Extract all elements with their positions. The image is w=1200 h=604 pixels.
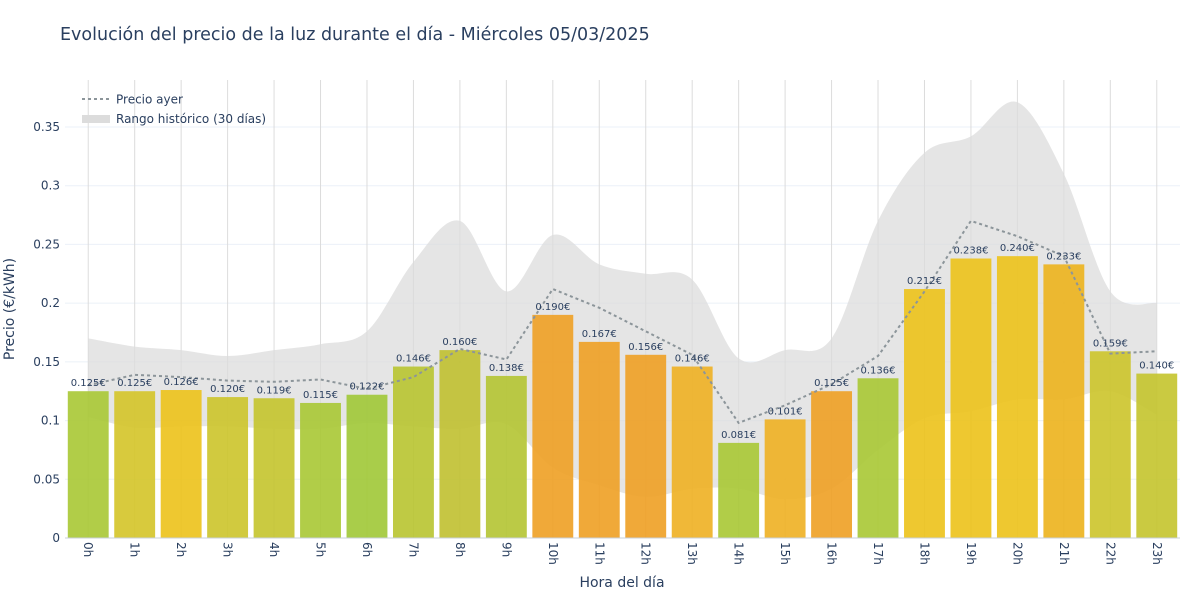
price-bar [1089, 351, 1131, 538]
bar-value-label: 0.238€ [953, 246, 988, 257]
x-tick-label: 8h [453, 542, 467, 557]
bar-value-label: 0.122€ [349, 382, 384, 393]
price-bar [253, 398, 295, 538]
bar-value-label: 0.159€ [1093, 338, 1128, 349]
x-tick-label: 1h [128, 542, 142, 557]
y-tick-label: 0.15 [33, 355, 60, 369]
bar-value-label: 0.136€ [861, 365, 896, 376]
price-bar [1136, 373, 1178, 538]
bar-value-label: 0.115€ [303, 390, 338, 401]
x-tick-label: 5h [314, 542, 328, 557]
price-bar [485, 375, 527, 538]
x-tick-label: 13h [685, 542, 699, 565]
x-tick-label: 11h [592, 542, 606, 565]
y-tick-label: 0.2 [41, 296, 60, 310]
x-tick-label: 19h [964, 542, 978, 565]
price-bar [160, 390, 202, 538]
price-bar [439, 350, 481, 538]
y-tick-label: 0 [52, 531, 60, 545]
y-tick-label: 0.1 [41, 414, 60, 428]
bar-value-label: 0.126€ [164, 377, 199, 388]
bars [67, 256, 1178, 538]
x-tick-label: 20h [1010, 542, 1024, 565]
x-tick-label: 4h [267, 542, 281, 557]
bar-value-label: 0.125€ [117, 378, 152, 389]
price-bar [207, 397, 249, 538]
y-tick-label: 0.05 [33, 472, 60, 486]
x-tick-label: 18h [918, 542, 932, 565]
price-bar [996, 256, 1038, 538]
x-tick-label: 3h [221, 542, 235, 557]
bar-value-label: 0.167€ [582, 329, 617, 340]
price-bar [392, 366, 434, 538]
x-tick-label: 22h [1103, 542, 1117, 565]
price-bar [764, 419, 806, 538]
x-tick-label: 12h [639, 542, 653, 565]
bar-value-label: 0.120€ [210, 384, 245, 395]
x-tick-label: 9h [499, 542, 513, 557]
bar-value-label: 0.101€ [768, 406, 803, 417]
price-bar [114, 391, 156, 538]
price-bar [718, 442, 760, 538]
bar-value-label: 0.146€ [675, 354, 710, 365]
x-tick-label: 21h [1057, 542, 1071, 565]
bar-value-label: 0.081€ [721, 430, 756, 441]
bar-value-label: 0.160€ [442, 337, 477, 348]
x-tick-label: 15h [778, 542, 792, 565]
bar-value-label: 0.240€ [1000, 243, 1035, 254]
price-bar [671, 366, 713, 538]
bar-value-label: 0.190€ [535, 302, 570, 313]
price-bar [625, 354, 667, 538]
historical-range-area [88, 101, 1157, 500]
y-axis-title: Precio (€/kWh) [2, 258, 18, 360]
historical-range-band [88, 101, 1157, 500]
price-bar [578, 341, 620, 538]
price-bar [346, 394, 388, 538]
x-tick-label: 14h [732, 542, 746, 565]
bar-value-label: 0.125€ [814, 378, 849, 389]
legend-label-historical-range: Rango histórico (30 días) [116, 112, 266, 126]
x-tick-label: 10h [546, 542, 560, 565]
legend-range-swatch [82, 115, 110, 123]
x-tick-label: 2h [174, 542, 188, 557]
x-axis-title: Hora del día [579, 575, 664, 591]
bar-value-label: 0.119€ [257, 385, 292, 396]
price-bar [811, 391, 853, 538]
x-tick-label: 17h [871, 542, 885, 565]
x-tick-label: 7h [406, 542, 420, 557]
y-tick-label: 0.25 [33, 237, 60, 251]
legend-label-yesterday: Precio ayer [116, 93, 183, 107]
axes: 0 0.05 0.1 0.15 0.2 0.25 0.3 0.35 0h 1h 2h 3h 4h 5h 6h… [33, 120, 1180, 565]
x-tick-label: 23h [1150, 542, 1164, 565]
chart-title: Evolución del precio de la luz durante e… [60, 25, 650, 45]
price-bar [532, 314, 574, 538]
price-bar [857, 378, 899, 538]
price-bar [67, 391, 109, 538]
bar-value-label: 0.138€ [489, 363, 524, 374]
price-bar [300, 402, 341, 538]
bar-value-label: 0.146€ [396, 354, 431, 365]
bar-value-label: 0.212€ [907, 276, 942, 287]
bar-value-label: 0.156€ [628, 342, 663, 353]
y-tick-label: 0.35 [33, 120, 60, 134]
legend[interactable]: Precio ayer Rango histórico (30 días) [82, 93, 266, 127]
x-tick-label: 6h [360, 542, 374, 557]
price-bar [904, 289, 945, 538]
bar-value-label: 0.233€ [1046, 251, 1081, 262]
x-tick-label: 16h [825, 542, 839, 565]
y-tick-label: 0.3 [41, 179, 60, 193]
price-bar [950, 258, 992, 538]
bar-value-labels: 0.125€ 0.125€ 0.126€ 0.120€ 0.119€ 0.115€ 0.12… [71, 243, 1175, 441]
x-tick-label: 0h [81, 542, 95, 557]
bar-value-label: 0.125€ [71, 378, 106, 389]
price-bar [1043, 264, 1085, 538]
bar-value-label: 0.140€ [1139, 361, 1174, 372]
